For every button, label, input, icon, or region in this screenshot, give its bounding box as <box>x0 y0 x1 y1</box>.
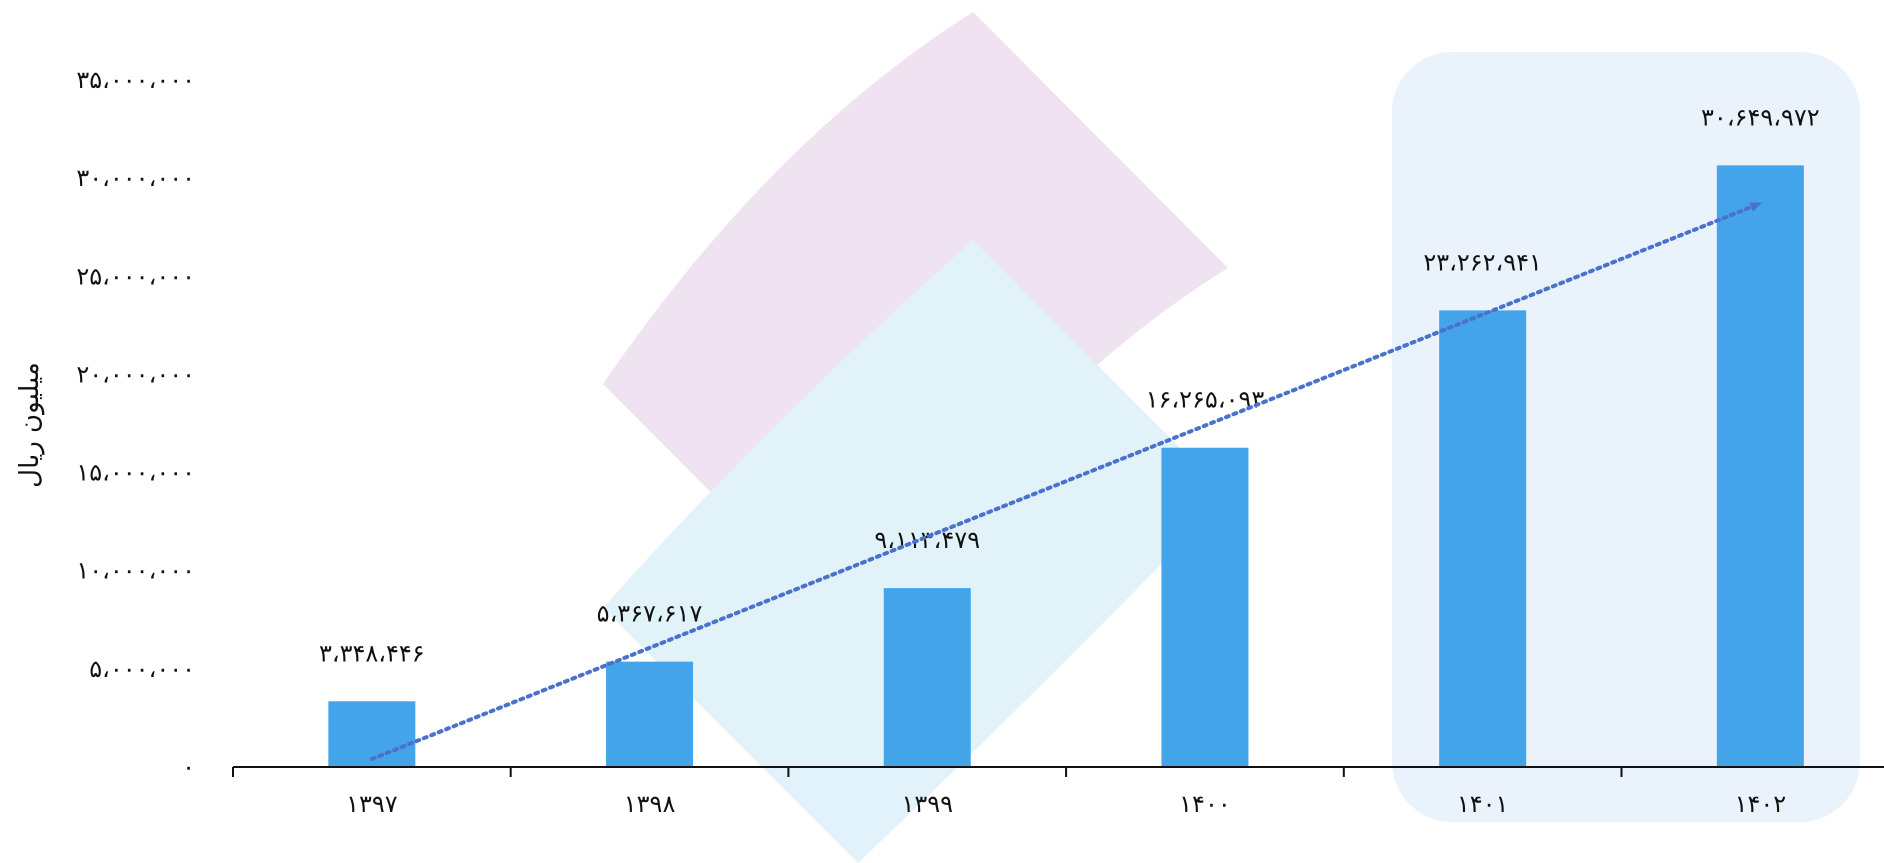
y-axis-title: میلیون ریال <box>15 362 45 488</box>
x-tick-label-5: ۱۴۰۲ <box>1735 790 1787 818</box>
bar-4 <box>1439 310 1527 767</box>
x-tick-label-0: ۱۳۹۷ <box>346 790 398 818</box>
y-tick-label-7: ۳۵،۰۰۰،۰۰۰ <box>76 66 195 94</box>
y-axis-labels-group: ۰ ۵،۰۰۰،۰۰۰ ۱۰،۰۰۰،۰۰۰ ۱۵،۰۰۰،۰۰۰ ۲۰،۰۰۰،۰۰۰… <box>76 66 195 781</box>
x-ticks-group: ۱۳۹۷ ۱۳۹۸ ۱۳۹۹ ۱۴۰۰ ۱۴۰۱ ۱۴۰۲ <box>232 767 1787 818</box>
y-tick-label-3: ۱۵،۰۰۰،۰۰۰ <box>76 459 195 487</box>
y-tick-label-5: ۲۵،۰۰۰،۰۰۰ <box>76 262 195 290</box>
watermark-blue-shape <box>603 240 1228 863</box>
bar-2 <box>883 588 971 767</box>
x-axis: ۱۳۹۷ ۱۳۹۸ ۱۳۹۹ ۱۴۰۰ ۱۴۰۱ ۱۴۰۲ <box>232 766 1884 818</box>
bar-1 <box>606 661 694 767</box>
x-tick-label-4: ۱۴۰۱ <box>1457 790 1509 818</box>
data-label-1: ۵،۳۶۷،۶۱۷ <box>597 600 703 628</box>
x-tick-label-3: ۱۴۰۰ <box>1179 790 1231 818</box>
data-label-4: ۲۳،۲۶۲،۹۴۱ <box>1423 248 1542 276</box>
y-tick-label-1: ۵،۰۰۰،۰۰۰ <box>89 655 195 683</box>
bar-3 <box>1161 447 1249 767</box>
x-tick-label-1: ۱۳۹۸ <box>624 790 676 818</box>
y-tick-label-2: ۱۰،۰۰۰،۰۰۰ <box>76 557 195 585</box>
watermark-logo <box>603 12 1228 863</box>
y-tick-label-0: ۰ <box>182 753 195 781</box>
trend-arrow <box>369 201 1763 761</box>
x-tick-label-2: ۱۳۹۹ <box>901 790 953 818</box>
bar-0 <box>328 701 416 767</box>
data-labels-group: ۳،۳۴۸،۴۴۶۵،۳۶۷،۶۱۷۹،۱۱۳،۴۷۹۱۶،۲۶۵،۰۹۳۲۳،… <box>319 103 1820 667</box>
y-tick-label-4: ۲۰،۰۰۰،۰۰۰ <box>76 360 195 388</box>
data-label-0: ۳،۳۴۸،۴۴۶ <box>319 639 425 667</box>
data-label-3: ۱۶،۲۶۵،۰۹۳ <box>1146 386 1265 414</box>
y-tick-label-6: ۳۰،۰۰۰،۰۰۰ <box>76 164 195 192</box>
data-label-5: ۳۰،۶۴۹،۹۷۲ <box>1701 103 1820 131</box>
bars-group <box>328 165 1804 768</box>
bar-5 <box>1716 165 1804 768</box>
